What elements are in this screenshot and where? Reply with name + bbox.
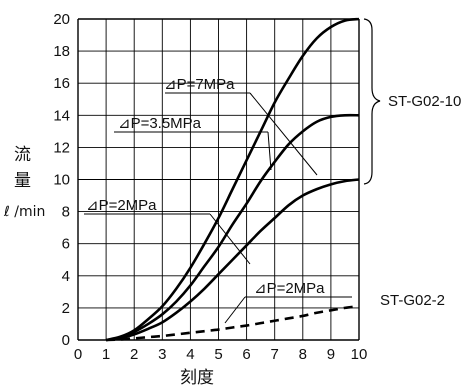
y-axis-label-line1: 流 (14, 145, 31, 165)
x-tick-label: 9 (327, 346, 335, 363)
series-line-1 (105, 113, 360, 342)
y-tick-label: 0 (62, 332, 70, 349)
x-tick-label: 1 (102, 346, 110, 363)
y-tick-label: 10 (53, 172, 70, 189)
y-tick-label: 14 (53, 107, 70, 124)
group-label-st-g02-10: ST-G02-10 (388, 93, 461, 110)
y-axis-label-line2: 量 (14, 171, 31, 191)
series-line-0 (105, 17, 360, 342)
leader-2mpa-to-curve (209, 213, 251, 265)
y-tick-label: 20 (53, 11, 70, 28)
group-brace (363, 18, 381, 185)
x-tick-label: 0 (74, 346, 82, 363)
x-tick-label: 8 (299, 346, 307, 363)
x-axis-label: 刻度 (180, 368, 214, 387)
label-series-2mpa: ⊿P=2MPa (86, 197, 157, 214)
x-tick-label: 7 (271, 346, 279, 363)
x-tick-label: 10 (351, 346, 368, 363)
callout-leaders (84, 92, 352, 324)
y-tick-label: 6 (62, 236, 70, 253)
leader-3p5mpa-to-curve (267, 131, 272, 171)
x-tick-label: 2 (130, 346, 138, 363)
y-axis-unit: ℓ /min (3, 204, 45, 220)
y-tick-label: 8 (62, 204, 70, 221)
x-tick-label: 6 (242, 346, 250, 363)
y-tick-label: 16 (53, 75, 70, 92)
x-tick-labels: 0 1 2 3 4 5 6 7 8 9 10 (74, 346, 368, 363)
label-series-3p5mpa: ⊿P=3.5MPa (118, 115, 202, 132)
group-label-st-g02-2: ST-G02-2 (380, 292, 445, 309)
x-tick-label: 3 (158, 346, 166, 363)
y-tick-label: 2 (62, 300, 70, 317)
series-line-2 (105, 178, 360, 342)
y-tick-label: 4 (62, 268, 70, 285)
x-tick-label: 4 (186, 346, 194, 363)
leader-2mpa-small-to-curve (224, 296, 246, 324)
leader-7mpa-to-curve (249, 92, 318, 176)
series-line-3 (106, 305, 360, 342)
x-tick-label: 5 (214, 346, 222, 363)
y-tick-label: 18 (53, 43, 70, 60)
label-series-2mpa-small: ⊿P=2MPa (254, 280, 325, 297)
label-series-7mpa: ⊿P=7MPa (164, 76, 235, 93)
y-tick-labels: 0 2 4 6 8 10 12 14 16 18 20 (53, 11, 70, 349)
series-lines (105, 17, 360, 342)
y-tick-label: 12 (53, 139, 70, 156)
